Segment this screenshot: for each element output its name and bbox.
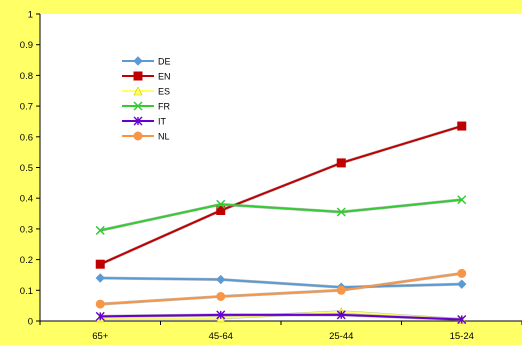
y-tick-label: 0.8	[20, 71, 33, 82]
series-de-line	[100, 277, 462, 289]
x-tick-label: 45-64	[209, 331, 233, 342]
legend-label: NL	[158, 132, 170, 142]
legend-item-nl: NL	[122, 131, 170, 142]
legend-marker	[133, 86, 143, 96]
series-it-line	[100, 313, 462, 321]
plot-area	[40, 14, 522, 321]
x-axis-ticks: 65+ 45-64 25-44 15-24	[39, 321, 522, 342]
data-point-de	[95, 273, 105, 283]
legend-item-it: IT	[122, 117, 167, 127]
legend-label: DE	[158, 57, 171, 67]
data-point-fr	[457, 195, 467, 205]
legend-item-es: ES	[122, 86, 170, 97]
y-tick-label: 0.6	[20, 132, 33, 143]
y-tick-label: 0.7	[20, 102, 33, 113]
y-tick-label: 0.9	[20, 40, 33, 51]
series-fr-line	[100, 198, 462, 232]
legend-marker	[133, 56, 143, 66]
legend: DE EN ES FR IT NL	[122, 56, 171, 142]
data-point-en	[457, 121, 467, 131]
legend-label: ES	[158, 87, 170, 97]
legend-label: IT	[158, 117, 167, 127]
data-point-it	[336, 310, 346, 320]
legend-marker	[133, 71, 143, 81]
legend-item-fr: FR	[122, 101, 170, 112]
y-tick-label: 0.3	[20, 224, 33, 235]
legend-item-en: EN	[122, 71, 171, 82]
series-layer	[95, 121, 467, 324]
legend-marker	[133, 116, 143, 126]
series-en-line	[99, 125, 463, 266]
data-point-fr	[216, 199, 226, 209]
data-point-it	[457, 314, 467, 324]
data-point-nl	[216, 291, 226, 301]
y-tick-label: 0.5	[20, 163, 33, 174]
y-tick-label: 0.4	[20, 194, 33, 205]
series-nl	[95, 268, 467, 309]
series-it	[95, 310, 467, 324]
legend-marker	[133, 131, 143, 141]
data-point-en	[216, 205, 226, 215]
x-tick-label: 65+	[92, 331, 109, 342]
legend-label: EN	[158, 72, 171, 82]
series-fr	[95, 195, 467, 235]
x-tick-label: 15-24	[450, 331, 474, 342]
y-axis-ticks: 0 0.1 0.2 0.3 0.4 0.5 0.6 0.7 0.8 0.9 1	[20, 10, 40, 328]
x-tick-label: 25-44	[329, 331, 353, 342]
data-point-en	[336, 158, 346, 168]
y-tick-label: 0	[28, 317, 33, 328]
data-point-nl	[457, 268, 467, 278]
legend-label: FR	[158, 102, 170, 112]
data-point-fr	[336, 207, 346, 217]
data-point-it	[95, 311, 105, 321]
data-point-nl	[336, 285, 346, 295]
legend-item-de: DE	[122, 56, 171, 67]
y-tick-label: 0.1	[20, 286, 33, 297]
data-point-de	[457, 279, 467, 289]
y-tick-label: 1	[28, 10, 33, 21]
y-tick-label: 0.2	[20, 255, 33, 266]
data-point-fr	[95, 225, 105, 235]
legend-marker	[133, 101, 143, 111]
data-point-it	[216, 310, 226, 320]
data-point-nl	[95, 299, 105, 309]
series-nl-line	[100, 272, 462, 306]
data-point-en	[95, 259, 105, 269]
series-en	[95, 121, 467, 269]
data-point-de	[216, 274, 226, 285]
